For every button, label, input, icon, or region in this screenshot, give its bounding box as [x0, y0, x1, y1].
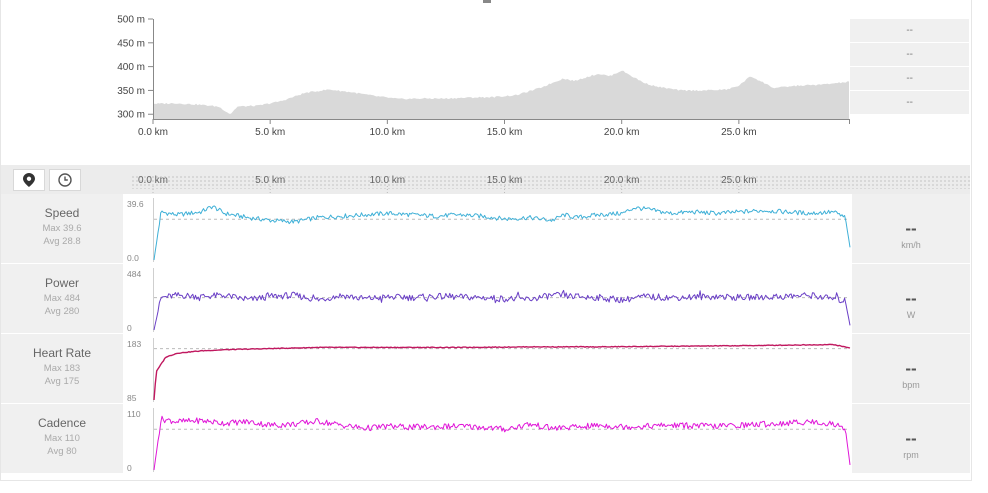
stream-current-value: -- — [905, 359, 917, 378]
cadence-chart-svg[interactable]: 110 0 — [123, 404, 852, 474]
heart-rate-chart-svg[interactable]: 183 85 — [123, 334, 852, 404]
stream-avg: Avg 175 — [44, 376, 80, 387]
stream-label: Speed — [44, 206, 80, 220]
toolbar-dotted-background — [131, 175, 970, 189]
elevation-side-value: -- — [850, 19, 969, 43]
stream-series-line — [153, 205, 851, 261]
stream-unit: bpm — [902, 380, 920, 390]
stream-row-heart-rate: Heart Rate Max 183 Avg 175 183 85 -- bpm — [1, 334, 970, 405]
stream-series-line — [153, 415, 851, 471]
power-chart-svg[interactable]: 484 0 — [123, 264, 852, 334]
time-view-button[interactable] — [49, 169, 81, 191]
stream-y-tick-label: 0 — [127, 463, 132, 473]
clock-icon — [58, 173, 72, 187]
elevation-side-panel: -- -- -- -- — [850, 19, 969, 115]
stream-avg: Avg 28.8 — [43, 236, 81, 247]
distance-tick-label: 0.0 km — [138, 175, 168, 186]
distance-tick-label: 5.0 km — [255, 175, 285, 186]
stream-row-power: Power Max 484 Avg 280 484 0 -- W — [1, 264, 970, 335]
stream-max: Max 484 — [43, 293, 81, 304]
stream-max: Max 183 — [43, 363, 81, 374]
stream-max: Max 110 — [44, 433, 80, 444]
elevation-x-tick-label: 5.0 km — [255, 127, 285, 138]
elevation-y-tick-label: 350 m — [117, 86, 145, 97]
elevation-side-value: -- — [850, 43, 969, 67]
map-marker-icon — [23, 173, 35, 187]
stream-summary: Power Max 484 Avg 280 — [1, 264, 123, 333]
cadence-chart[interactable]: 110 0 — [123, 404, 852, 474]
stream-label: Cadence — [37, 416, 87, 430]
stream-max: Max 39.6 — [42, 223, 82, 234]
stream-unit: rpm — [903, 450, 919, 460]
stream-current: -- rpm — [852, 404, 970, 473]
speed-chart[interactable]: 39.6 0.0 — [123, 194, 852, 264]
stream-y-tick-label: 484 — [127, 269, 141, 279]
elevation-x-tick-label: 0.0 km — [138, 127, 168, 138]
stream-avg: Avg 80 — [47, 446, 77, 457]
stream-unit: W — [906, 310, 916, 320]
elevation-area — [153, 70, 849, 119]
distance-view-button[interactable] — [13, 169, 45, 191]
stream-y-tick-label: 0 — [127, 323, 132, 333]
stream-row-cadence: Cadence Max 110 Avg 80 110 0 -- rpm — [1, 404, 970, 475]
stream-unit: km/h — [901, 240, 921, 250]
stream-current-value: -- — [905, 429, 917, 448]
elevation-chart[interactable]: 500 m 450 m 400 m 350 m 300 m 0.0 km 5.0 km 10.… — [0, 0, 850, 145]
stream-current-value: -- — [905, 289, 917, 308]
elevation-y-tick-label: 500 m — [117, 15, 145, 26]
stream-y-tick-label: 110 — [127, 409, 141, 419]
stream-series-line — [153, 343, 851, 401]
elevation-side-value: -- — [850, 91, 969, 115]
distance-axis: 0.0 km 5.0 km 10.0 km 15.0 km 20.0 km 25.0 km — [138, 175, 757, 194]
distance-tick-label: 25.0 km — [721, 175, 757, 186]
stream-current: -- bpm — [852, 334, 970, 403]
stream-y-tick-label: 85 — [127, 393, 137, 403]
stream-summary: Heart Rate Max 183 Avg 175 — [1, 334, 123, 403]
distance-tick-label: 20.0 km — [604, 175, 640, 186]
heart-rate-chart[interactable]: 183 85 — [123, 334, 852, 404]
stream-label: Heart Rate — [32, 346, 92, 360]
elevation-y-tick-label: 400 m — [117, 62, 145, 73]
activity-analysis-panel — [0, 0, 972, 481]
stream-y-tick-label: 0.0 — [127, 253, 139, 263]
stream-row-speed: Speed Max 39.6 Avg 28.8 39.6 0.0 -- km/h — [1, 194, 970, 265]
stream-current: -- W — [852, 264, 970, 333]
stream-summary: Speed Max 39.6 Avg 28.8 — [1, 194, 123, 263]
stream-series-line — [153, 289, 851, 331]
elevation-y-tick-label: 450 m — [117, 38, 145, 49]
elevation-side-value: -- — [850, 67, 969, 91]
elevation-x-tick-label: 20.0 km — [604, 127, 640, 138]
chart-toolbar — [1, 165, 970, 194]
stream-summary: Cadence Max 110 Avg 80 — [1, 404, 123, 473]
stream-current-value: -- — [905, 219, 917, 238]
elevation-x-tick-label: 10.0 km — [370, 127, 406, 138]
elevation-x-tick-label: 25.0 km — [721, 127, 757, 138]
header-marker — [483, 0, 491, 3]
speed-chart-svg[interactable]: 39.6 0.0 — [123, 194, 852, 264]
stream-y-tick-label: 183 — [127, 339, 141, 349]
distance-tick-label: 10.0 km — [370, 175, 406, 186]
power-chart[interactable]: 484 0 — [123, 264, 852, 334]
stream-y-tick-label: 39.6 — [127, 199, 144, 209]
stream-label: Power — [44, 276, 79, 290]
elevation-y-tick-label: 300 m — [117, 110, 145, 121]
stream-current: -- km/h — [852, 194, 970, 263]
distance-tick-label: 15.0 km — [487, 175, 523, 186]
stream-avg: Avg 280 — [44, 306, 80, 317]
elevation-x-tick-label: 15.0 km — [487, 127, 523, 138]
